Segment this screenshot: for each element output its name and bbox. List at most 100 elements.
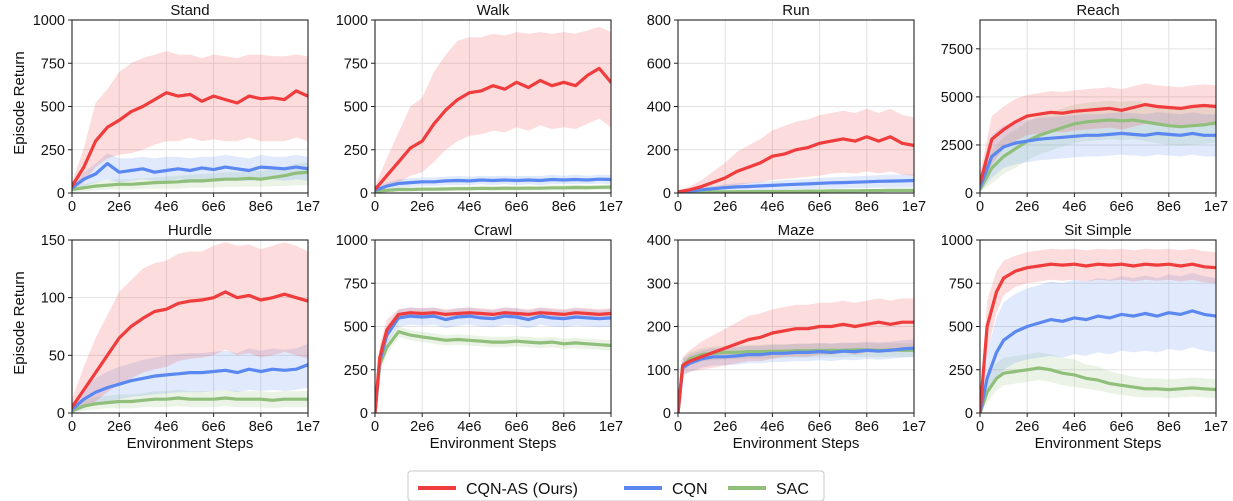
x-tick-label: 8e6 xyxy=(1157,419,1181,435)
legend-label-cqn-as: CQN-AS (Ours) xyxy=(466,481,578,498)
subplot-title: Stand xyxy=(170,2,209,19)
plot-area xyxy=(72,242,308,413)
series-line-sac xyxy=(72,170,308,192)
series-line-sac xyxy=(72,396,308,413)
subplot-walk: 0 2e6 4e6 6e6 8e6 1e7 0 250 500 750 1000 Walk xyxy=(336,2,623,215)
band-cqn-as-ours xyxy=(980,83,1216,192)
series-line-cqn xyxy=(678,178,914,193)
x-tick-label: 1e7 xyxy=(599,419,623,435)
x-tick-label: 4e6 xyxy=(457,419,481,435)
x-tick-label: 0 xyxy=(68,419,76,435)
x-tick-label: 1e7 xyxy=(599,199,623,215)
y-tick-label: 0 xyxy=(965,186,973,202)
x-tick-label: 8e6 xyxy=(552,419,576,435)
x-tick-label: 4e6 xyxy=(457,199,481,215)
x-tick-label: 8e6 xyxy=(855,419,879,435)
y-tick-label: 300 xyxy=(647,276,671,292)
plot-area xyxy=(375,307,611,413)
series-line-sac xyxy=(980,366,1216,413)
y-tick-label: 750 xyxy=(344,56,368,72)
y-tick-label: 250 xyxy=(344,143,368,159)
x-axis-label: Environment Steps xyxy=(127,435,254,452)
subplot-title: Walk xyxy=(477,2,510,19)
x-tick-label: 4e6 xyxy=(760,199,784,215)
x-tick-label: 2e6 xyxy=(713,419,737,435)
y-tick-label: 0 xyxy=(663,406,671,422)
x-tick-label: 8e6 xyxy=(855,199,879,215)
y-tick-label: 1000 xyxy=(941,233,973,249)
x-tick-label: 1e7 xyxy=(902,419,926,435)
subplot-title: Maze xyxy=(778,222,815,239)
y-tick-label: 750 xyxy=(41,56,65,72)
subplot-sit-simple: 0 2e6 4e6 6e6 8e6 1e7 0 250 500 750 1000 Sit Simple… xyxy=(941,222,1228,452)
y-tick-label: 50 xyxy=(49,348,65,364)
subplot-title: Reach xyxy=(1076,2,1119,19)
y-tick-label: 1000 xyxy=(33,13,65,29)
y-tick-label: 0 xyxy=(57,406,65,422)
band-cqn-as-ours xyxy=(72,242,308,413)
x-tick-label: 6e6 xyxy=(504,419,528,435)
subplot-title: Hurdle xyxy=(168,222,212,239)
x-tick-label: 6e6 xyxy=(807,419,831,435)
y-tick-label: 250 xyxy=(344,363,368,379)
series-line-cqn-as-ours xyxy=(375,66,611,192)
plot-area xyxy=(980,248,1216,413)
y-tick-label: 100 xyxy=(647,363,671,379)
series-line-cqn xyxy=(980,131,1216,189)
y-tick-label: 200 xyxy=(647,143,671,159)
x-tick-label: 2e6 xyxy=(1015,419,1039,435)
y-tick-label: 200 xyxy=(647,320,671,336)
band-cqn xyxy=(72,153,308,192)
subplot-crawl: 0 2e6 4e6 6e6 8e6 1e7 0 250 500 750 1000 Crawl Envir… xyxy=(336,222,623,452)
x-axis-label: Environment Steps xyxy=(430,435,557,452)
y-tick-label: 400 xyxy=(647,100,671,116)
y-tick-label: 150 xyxy=(41,233,65,249)
band-cqn xyxy=(375,307,611,413)
axes-frame xyxy=(71,239,309,414)
band-cqn xyxy=(980,272,1216,413)
x-tick-label: 4e6 xyxy=(760,419,784,435)
x-axis-label: Environment Steps xyxy=(1035,435,1162,452)
legend-label-cqn: CQN xyxy=(672,481,708,498)
y-tick-label: 0 xyxy=(57,186,65,202)
y-tick-label: 7500 xyxy=(941,42,973,58)
x-tick-label: 1e7 xyxy=(296,419,320,435)
x-tick-label: 2e6 xyxy=(107,419,131,435)
x-tick-label: 0 xyxy=(371,419,379,435)
series-line-cqn xyxy=(375,177,611,192)
y-tick-label: 500 xyxy=(344,320,368,336)
x-tick-label: 2e6 xyxy=(107,199,131,215)
axes-frame xyxy=(979,19,1217,194)
y-tick-label: 5000 xyxy=(941,90,973,106)
x-tick-label: 0 xyxy=(371,199,379,215)
band-sac xyxy=(72,389,308,413)
subplot-run: 0 2e6 4e6 6e6 8e6 1e7 0 200 400 600 800 Run xyxy=(647,2,926,215)
x-tick-label: 8e6 xyxy=(249,199,273,215)
band-cqn xyxy=(678,339,914,413)
y-tick-label: 750 xyxy=(344,276,368,292)
series-line-cqn xyxy=(72,162,308,190)
subplot-title: Sit Simple xyxy=(1064,222,1132,239)
band-sac xyxy=(375,326,611,413)
x-tick-label: 0 xyxy=(68,199,76,215)
y-tick-label: 1000 xyxy=(336,13,368,29)
x-tick-label: 2e6 xyxy=(713,199,737,215)
plot-area xyxy=(980,83,1216,192)
y-tick-label: 0 xyxy=(360,406,368,422)
y-tick-label: 0 xyxy=(360,186,368,202)
y-tick-label: 0 xyxy=(663,186,671,202)
x-tick-label: 0 xyxy=(976,199,984,215)
x-tick-label: 8e6 xyxy=(552,199,576,215)
x-tick-label: 2e6 xyxy=(410,199,434,215)
x-tick-label: 2e6 xyxy=(1015,199,1039,215)
y-axis-label-top: Episode Return xyxy=(11,51,28,154)
y-tick-label: 100 xyxy=(41,291,65,307)
y-tick-label: 800 xyxy=(647,13,671,29)
plot-area xyxy=(375,26,611,193)
subplot-title: Run xyxy=(782,2,810,19)
series-line-cqn-as-ours xyxy=(375,311,611,413)
series-line-cqn-as-ours xyxy=(678,135,914,193)
band-cqn xyxy=(72,343,308,413)
series-line-cqn xyxy=(678,346,914,413)
